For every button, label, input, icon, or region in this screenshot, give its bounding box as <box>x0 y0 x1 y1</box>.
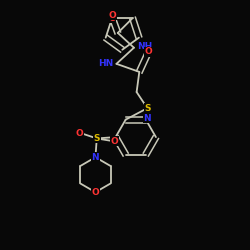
Text: O: O <box>92 188 99 197</box>
Text: O: O <box>110 137 118 146</box>
Text: S: S <box>94 134 100 143</box>
Text: O: O <box>108 11 116 20</box>
Text: N: N <box>92 153 99 162</box>
Text: NH: NH <box>137 42 152 51</box>
Text: O: O <box>145 47 152 56</box>
Text: N: N <box>143 114 151 123</box>
Text: O: O <box>76 128 83 138</box>
Text: S: S <box>144 104 150 113</box>
Text: O: O <box>108 14 116 22</box>
Text: HN: HN <box>98 59 114 68</box>
